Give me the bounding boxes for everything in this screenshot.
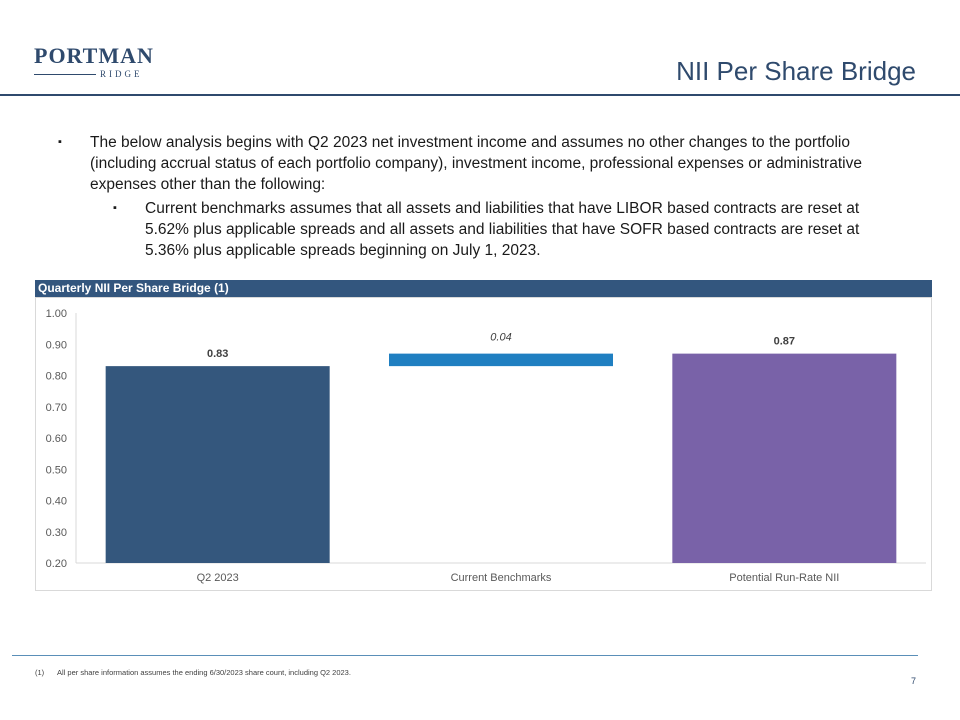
y-tick-label: 0.30	[46, 527, 67, 539]
page-number: 7	[910, 676, 916, 686]
footnote-number: (1)	[35, 668, 45, 677]
bar-1	[105, 366, 330, 563]
portman-ridge-logo: PORTMAN RIDGE	[34, 43, 154, 80]
y-tick-label: 0.40	[46, 496, 67, 508]
category-label-2: Current Benchmarks	[451, 572, 552, 584]
header-divider	[0, 94, 960, 96]
page-title: NII Per Share Bridge	[676, 56, 916, 86]
y-tick-label: 0.50	[46, 464, 67, 476]
bar-3	[672, 353, 897, 563]
y-tick-label: 0.60	[46, 433, 67, 445]
footnote: (1) All per share information assumes the…	[35, 668, 351, 677]
y-tick-label: 0.20	[46, 558, 67, 570]
bullet-list: ▪ The below analysis begins with Q2 2023…	[58, 132, 878, 261]
data-label-2: 0.04	[490, 332, 511, 344]
y-tick-label: 0.90	[46, 339, 67, 351]
footnote-text: All per share information assumes the en…	[57, 668, 351, 677]
bar-2	[389, 353, 613, 367]
sub-bullet-marker: ▪	[113, 202, 117, 214]
y-tick-label: 0.80	[46, 371, 67, 383]
bullet-item: ▪ The below analysis begins with Q2 2023…	[58, 132, 878, 195]
data-label-3: 0.87	[774, 336, 795, 348]
logo-divider	[34, 74, 96, 75]
category-label-3: Potential Run-Rate NII	[729, 572, 839, 584]
y-tick-label: 0.70	[46, 402, 67, 414]
bullet-marker: ▪	[58, 136, 62, 148]
bullet-text: The below analysis begins with Q2 2023 n…	[90, 134, 862, 193]
footer-divider	[12, 655, 918, 656]
chart-header: Quarterly NII Per Share Bridge (1)	[35, 280, 932, 297]
sub-bullet-item: ▪ Current benchmarks assumes that all as…	[113, 198, 878, 261]
category-label-1: Q2 2023	[197, 572, 239, 584]
nii-bridge-chart: 0.20 0.30 0.40 0.50 0.60 0.70 0.80 0.90 1.00 0.83…	[46, 308, 926, 584]
sub-bullet-text: Current benchmarks assumes that all asse…	[145, 200, 860, 259]
y-tick-label: 1.00	[46, 308, 67, 320]
chart-container: 0.20 0.30 0.40 0.50 0.60 0.70 0.80 0.90 1.00 0.83…	[35, 297, 932, 591]
logo-main-text: PORTMAN	[34, 43, 154, 68]
data-label-1: 0.83	[207, 348, 228, 360]
logo-sub-text: RIDGE	[100, 69, 143, 79]
